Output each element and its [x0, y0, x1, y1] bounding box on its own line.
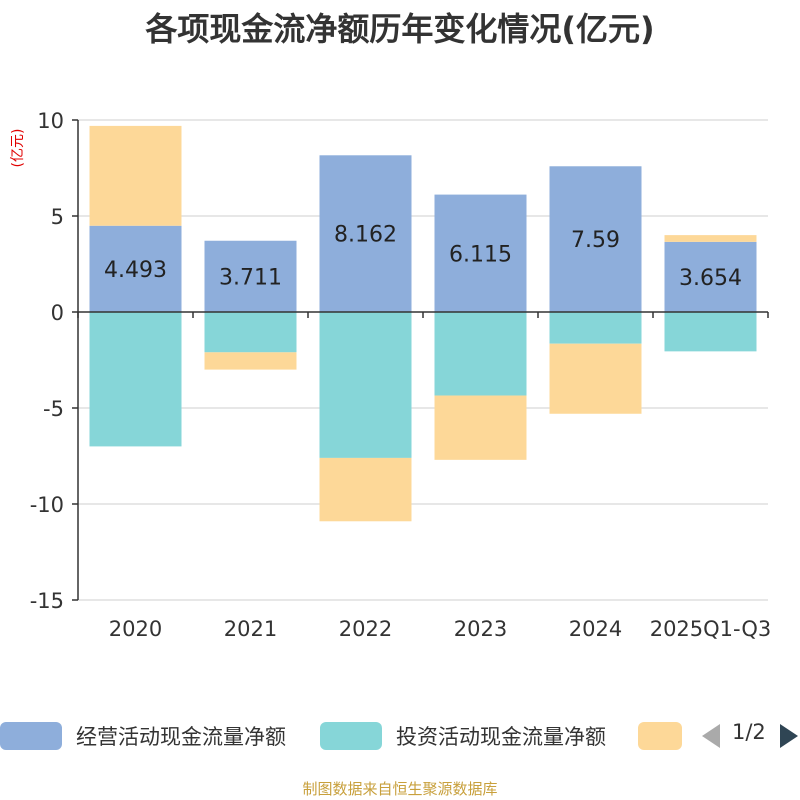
data-label: 3.711 — [219, 265, 282, 290]
legend-label-operating: 经营活动现金流量净额 — [76, 725, 286, 749]
bar-investing-2020 — [89, 312, 182, 447]
bar-operating-2023 — [434, 194, 527, 312]
data-label: 4.493 — [104, 258, 167, 283]
legend-item-operating[interactable]: 经营活动现金流量净额 — [0, 720, 286, 752]
x-tick-label: 2025Q1-Q3 — [650, 617, 772, 641]
bar-financing-2023 — [434, 395, 527, 460]
x-tick-label: 2020 — [109, 617, 162, 641]
legend-page-indicator: 1/2 — [732, 720, 766, 744]
chart-title: 各项现金流净额历年变化情况(亿元) — [145, 10, 655, 48]
bar-investing-2023 — [434, 312, 527, 396]
triangle-right-icon — [780, 724, 798, 748]
y-tick-label: -15 — [30, 589, 64, 613]
legend-swatch-financing — [638, 722, 682, 750]
triangle-left-icon — [702, 724, 720, 748]
legend-prev-button[interactable] — [700, 722, 722, 750]
x-tick-label: 2021 — [224, 617, 277, 641]
y-tick-label: 0 — [51, 301, 64, 325]
legend-item-financing[interactable] — [638, 720, 682, 752]
bar-financing-2025Q1-Q3 — [664, 235, 757, 242]
data-label: 8.162 — [334, 223, 397, 248]
y-tick-label: 10 — [37, 109, 64, 133]
bar-investing-2022 — [319, 312, 412, 458]
legend-next-button[interactable] — [778, 722, 800, 750]
bar-operating-2025Q1-Q3 — [664, 241, 757, 312]
legend-item-investing[interactable]: 投资活动现金流量净额 — [320, 720, 606, 752]
bar-operating-2022 — [319, 155, 412, 312]
data-label: 7.59 — [571, 228, 620, 253]
bar-investing-2021 — [204, 312, 297, 353]
y-tick-label: -10 — [30, 493, 64, 517]
bar-financing-2024 — [549, 343, 642, 414]
y-tick-label: -5 — [43, 397, 64, 421]
y-tick-label: 5 — [51, 205, 64, 229]
bar-investing-2024 — [549, 312, 642, 344]
x-tick-label: 2023 — [454, 617, 507, 641]
legend-swatch-operating — [0, 722, 62, 750]
bar-operating-2024 — [549, 166, 642, 312]
bar-financing-2020 — [89, 125, 182, 226]
bar-operating-2021 — [204, 240, 297, 312]
bar-financing-2022 — [319, 457, 412, 522]
footer-source: 制图数据来自恒生聚源数据库 — [302, 780, 498, 798]
y-axis-unit-label: (亿元) — [10, 129, 26, 168]
x-tick-label: 2022 — [339, 617, 392, 641]
x-tick-label: 2024 — [569, 617, 622, 641]
legend-label-investing: 投资活动现金流量净额 — [396, 725, 606, 749]
data-label: 6.115 — [449, 242, 512, 267]
legend: 经营活动现金流量净额 投资活动现金流量净额 1/2 — [0, 716, 800, 756]
bar-investing-2025Q1-Q3 — [664, 312, 757, 352]
bar-financing-2021 — [204, 352, 297, 370]
data-label: 3.654 — [679, 266, 742, 291]
bar-operating-2020 — [89, 225, 182, 312]
chart-plot: 10 5 0 -5 -10 -15 (亿元) 4.493 2020 3.711 2021 8.162 2… — [10, 109, 772, 641]
legend-swatch-investing — [320, 722, 382, 750]
